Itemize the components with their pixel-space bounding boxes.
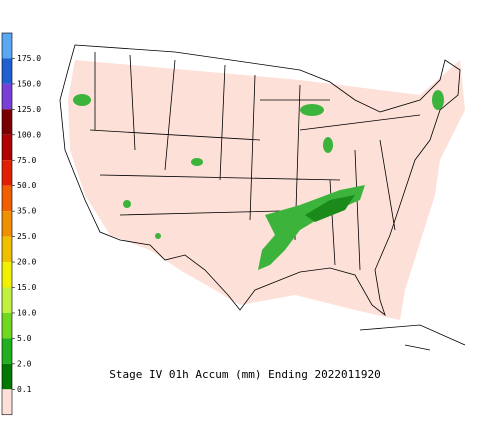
legend-label: 10.0 (17, 308, 36, 317)
legend-label: 125.0 (17, 105, 41, 114)
legend-swatch (2, 389, 12, 415)
legend-frame (1, 32, 13, 416)
legend-swatch (2, 109, 12, 135)
legend-swatch (2, 236, 12, 263)
legend-swatch (2, 134, 12, 161)
legend-label: 0.1 (17, 385, 32, 394)
legend-label: 100.0 (17, 130, 41, 139)
legend-label: 20.0 (17, 258, 36, 267)
legend-label: 5.0 (17, 334, 32, 343)
legend-label: 15.0 (17, 283, 36, 292)
legend-swatch (2, 262, 12, 288)
legend-swatch (2, 185, 12, 212)
legend-swatch (2, 58, 12, 84)
legend-swatch (2, 287, 12, 313)
legend-label: 75.0 (17, 156, 36, 165)
legend-label: 25.0 (17, 232, 36, 241)
legend-swatch (2, 33, 12, 59)
precip-area (123, 200, 131, 208)
precip-area (305, 195, 355, 222)
color-legend: 175.0 150.0 125.0 100.0 75.0 50.0 35.0 25.0 20.0… (1, 32, 41, 416)
legend-swatch (2, 312, 12, 339)
legend-swatch (2, 338, 12, 364)
legend-label: 150.0 (17, 79, 41, 88)
caribbean-outline (359, 324, 466, 351)
map-title: Stage IV 01h Accum (mm) Ending 202201192… (109, 368, 381, 381)
legend-label: 175.0 (17, 54, 41, 63)
precip-area (155, 233, 161, 239)
precip-area (323, 137, 333, 153)
precip-area (300, 104, 324, 116)
legend-swatch (2, 211, 12, 237)
precip-area (191, 158, 203, 166)
legend-swatch (2, 83, 12, 110)
precip-area (73, 94, 91, 106)
legend-label: 2.0 (17, 359, 32, 368)
legend-swatch (2, 363, 12, 390)
state-lines (89, 52, 421, 271)
legend-label: 35.0 (17, 207, 36, 216)
country-outline (59, 44, 461, 317)
legend-swatch (2, 160, 12, 186)
legend-label: 50.0 (17, 181, 36, 190)
analysis-domain (68, 60, 465, 320)
precip-area (432, 90, 444, 110)
